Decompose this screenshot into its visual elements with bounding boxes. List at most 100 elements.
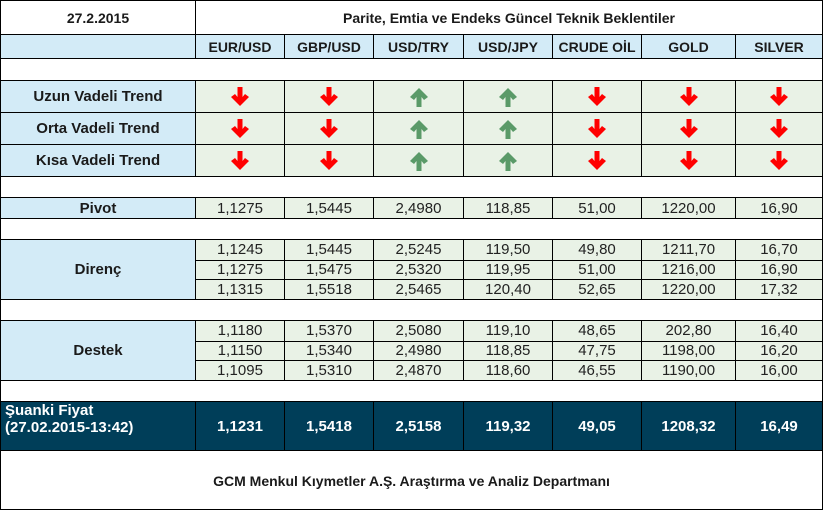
resistance-row: 1,1315 1,5518 2,5465 120,40 52,65 1220,00 17,3… bbox=[196, 279, 822, 299]
current-price-value: 49,05 bbox=[553, 402, 642, 450]
trend-cell bbox=[285, 113, 374, 144]
trend-row-short: Kısa Vadeli Trend bbox=[1, 144, 822, 176]
trend-cell bbox=[196, 113, 285, 144]
support-value: 16,40 bbox=[736, 321, 822, 341]
arrow-up-icon bbox=[497, 86, 519, 108]
pivot-value: 1,1275 bbox=[196, 198, 285, 218]
trend-cell bbox=[736, 145, 822, 176]
report-date: 27.2.2015 bbox=[1, 1, 196, 34]
support-value: 2,4980 bbox=[374, 341, 464, 361]
trend-label: Orta Vadeli Trend bbox=[1, 113, 196, 144]
support-value: 119,10 bbox=[464, 321, 553, 341]
pivot-label: Pivot bbox=[1, 198, 196, 218]
current-price-label: Şuanki Fiyat (27.02.2015-13:42) bbox=[1, 402, 196, 450]
arrow-down-icon bbox=[318, 118, 340, 140]
resistance-value: 1,5445 bbox=[285, 240, 374, 260]
arrow-down-icon bbox=[229, 86, 251, 108]
current-price-value: 1208,32 bbox=[642, 402, 736, 450]
resistance-values: 1,1245 1,5445 2,5245 119,50 49,80 1211,70 16,7… bbox=[196, 240, 822, 299]
trend-cell bbox=[553, 145, 642, 176]
support-row: 1,1180 1,5370 2,5080 119,10 48,65 202,80 16,40 bbox=[196, 321, 822, 341]
trend-label: Kısa Vadeli Trend bbox=[1, 145, 196, 176]
column-header: CRUDE OİL bbox=[553, 35, 642, 58]
pivot-value: 51,00 bbox=[553, 198, 642, 218]
current-price-timestamp: (27.02.2015-13:42) bbox=[5, 419, 134, 436]
resistance-value: 2,5245 bbox=[374, 240, 464, 260]
resistance-value: 1,1315 bbox=[196, 280, 285, 299]
arrow-up-icon bbox=[408, 150, 430, 172]
spacer-row bbox=[1, 176, 822, 197]
column-header: GBP/USD bbox=[285, 35, 374, 58]
spacer-row bbox=[1, 218, 822, 239]
arrow-down-icon bbox=[229, 150, 251, 172]
trend-cell bbox=[285, 145, 374, 176]
support-value: 16,00 bbox=[736, 361, 822, 380]
resistance-value: 49,80 bbox=[553, 240, 642, 260]
resistance-value: 2,5320 bbox=[374, 260, 464, 280]
resistance-value: 1,1245 bbox=[196, 240, 285, 260]
resistance-value: 1,5518 bbox=[285, 280, 374, 299]
arrow-down-icon bbox=[318, 86, 340, 108]
resistance-row: 1,1275 1,5475 2,5320 119,95 51,00 1216,00 16,9… bbox=[196, 259, 822, 280]
current-price-title: Şuanki Fiyat bbox=[5, 402, 94, 419]
resistance-row: 1,1245 1,5445 2,5245 119,50 49,80 1211,70 16,7… bbox=[196, 240, 822, 260]
support-value: 47,75 bbox=[553, 341, 642, 361]
resistance-value: 16,70 bbox=[736, 240, 822, 260]
arrow-down-icon bbox=[768, 150, 790, 172]
arrow-down-icon bbox=[586, 118, 608, 140]
trend-label: Uzun Vadeli Trend bbox=[1, 81, 196, 112]
arrow-down-icon bbox=[318, 150, 340, 172]
resistance-value: 1211,70 bbox=[642, 240, 736, 260]
arrow-down-icon bbox=[229, 118, 251, 140]
arrow-down-icon bbox=[586, 86, 608, 108]
trend-cell bbox=[736, 81, 822, 112]
resistance-value: 52,65 bbox=[553, 280, 642, 299]
current-price-row: Şuanki Fiyat (27.02.2015-13:42) 1,1231 1… bbox=[1, 401, 822, 450]
pivot-value: 1,5445 bbox=[285, 198, 374, 218]
support-value: 48,65 bbox=[553, 321, 642, 341]
resistance-value: 1216,00 bbox=[642, 260, 736, 280]
arrow-down-icon bbox=[678, 118, 700, 140]
trend-cell bbox=[642, 113, 736, 144]
resistance-value: 1,5475 bbox=[285, 260, 374, 280]
support-label: Destek bbox=[1, 321, 196, 380]
support-value: 46,55 bbox=[553, 361, 642, 380]
resistance-value: 1,1275 bbox=[196, 260, 285, 280]
column-header: GOLD bbox=[642, 35, 736, 58]
current-price-value: 1,1231 bbox=[196, 402, 285, 450]
pivot-value: 16,90 bbox=[736, 198, 822, 218]
column-header-row: EUR/USD GBP/USD USD/TRY USD/JPY CRUDE Oİ… bbox=[1, 34, 822, 58]
resistance-block: Direnç 1,1245 1,5445 2,5245 119,50 49,80 1211… bbox=[1, 239, 822, 299]
support-value: 118,85 bbox=[464, 341, 553, 361]
spacer-row bbox=[1, 380, 822, 401]
footer-credit: GCM Menkul Kıymetler A.Ş. Araştırma ve A… bbox=[1, 450, 822, 510]
support-block: Destek 1,1180 1,5370 2,5080 119,10 48,65 202,… bbox=[1, 320, 822, 380]
trend-cell bbox=[196, 145, 285, 176]
support-value: 118,60 bbox=[464, 361, 553, 380]
pivot-row: Pivot 1,1275 1,5445 2,4980 118,85 51,00 … bbox=[1, 197, 822, 218]
support-value: 1190,00 bbox=[642, 361, 736, 380]
current-price-value: 16,49 bbox=[736, 402, 822, 450]
arrow-down-icon bbox=[768, 86, 790, 108]
report-title: Parite, Emtia ve Endeks Güncel Teknik Be… bbox=[343, 9, 675, 26]
support-value: 1,5310 bbox=[285, 361, 374, 380]
support-row: 1,1150 1,5340 2,4980 118,85 47,75 1198,00 16,2… bbox=[196, 340, 822, 361]
support-value: 202,80 bbox=[642, 321, 736, 341]
arrow-up-icon bbox=[497, 150, 519, 172]
arrow-up-icon bbox=[497, 118, 519, 140]
arrow-down-icon bbox=[678, 150, 700, 172]
current-price-value: 1,5418 bbox=[285, 402, 374, 450]
trend-cell bbox=[464, 113, 553, 144]
support-value: 1,1150 bbox=[196, 341, 285, 361]
pivot-value: 2,4980 bbox=[374, 198, 464, 218]
arrow-up-icon bbox=[408, 118, 430, 140]
resistance-value: 51,00 bbox=[553, 260, 642, 280]
support-value: 1,5370 bbox=[285, 321, 374, 341]
resistance-value: 17,32 bbox=[736, 280, 822, 299]
resistance-value: 119,50 bbox=[464, 240, 553, 260]
column-header: USD/TRY bbox=[374, 35, 464, 58]
current-price-value: 119,32 bbox=[464, 402, 553, 450]
support-value: 1,5340 bbox=[285, 341, 374, 361]
trend-cell bbox=[196, 81, 285, 112]
